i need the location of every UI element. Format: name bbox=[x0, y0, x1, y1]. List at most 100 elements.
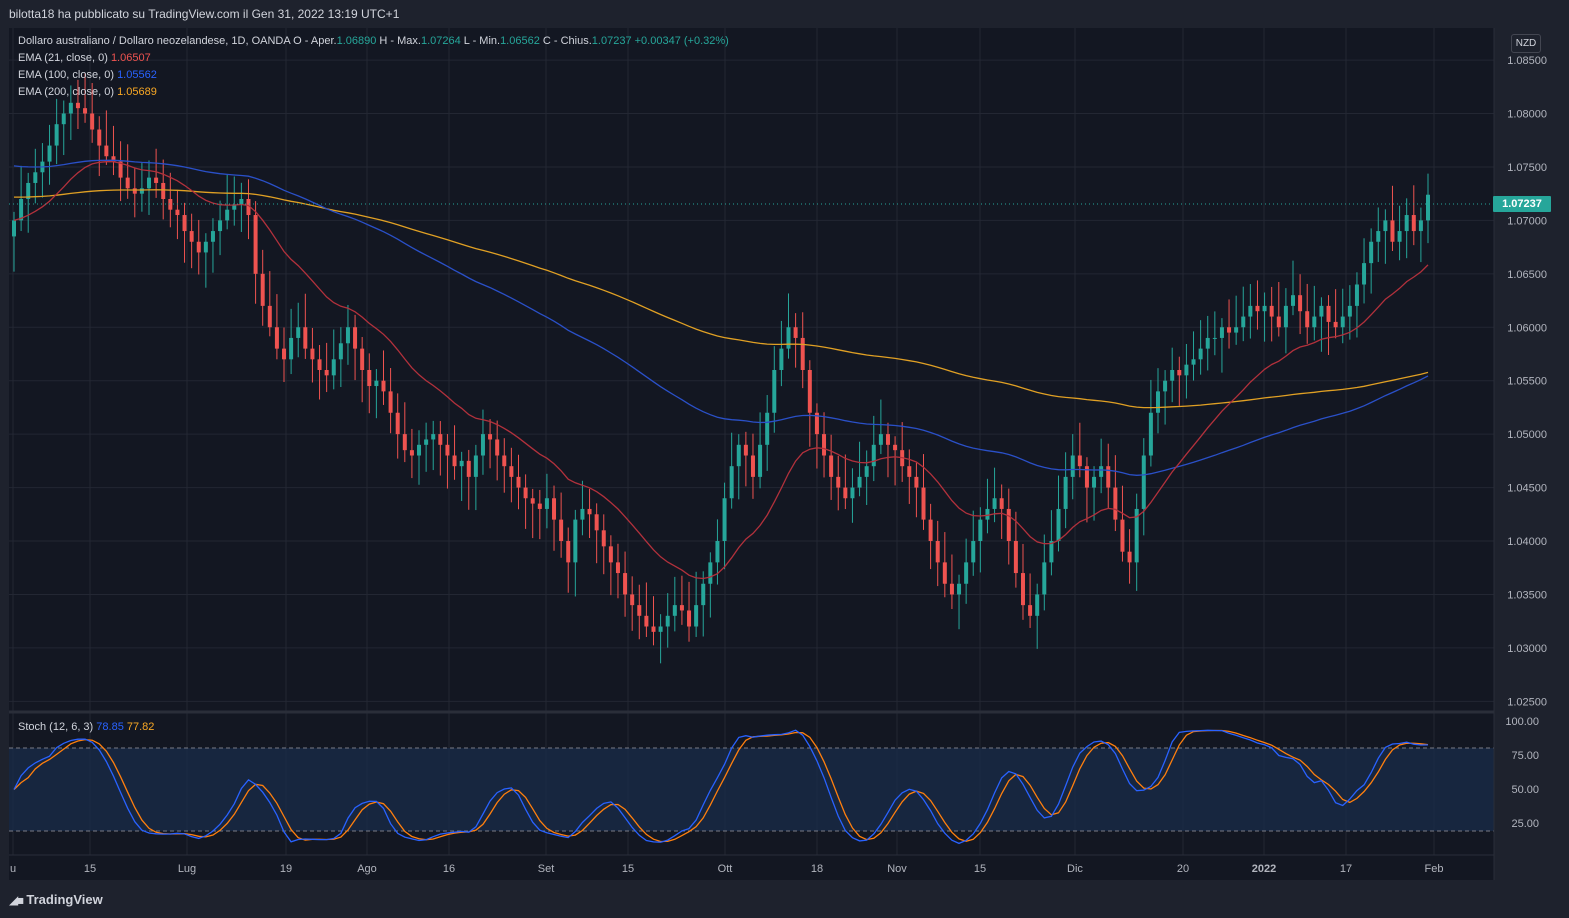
candle-body bbox=[459, 460, 464, 467]
candle-body bbox=[1212, 337, 1217, 339]
candle-body bbox=[1362, 263, 1367, 285]
candle-body bbox=[1042, 562, 1047, 595]
price-tick-label: 1.03000 bbox=[1507, 643, 1547, 655]
candle-body bbox=[495, 439, 500, 456]
legend-ema100[interactable]: EMA (100, close, 0) 1.05562 bbox=[18, 69, 157, 81]
candle-body bbox=[203, 241, 208, 253]
ema21-line bbox=[13, 161, 1429, 580]
candle-body bbox=[424, 439, 429, 445]
ema200-label: EMA (200, close, 0) bbox=[18, 86, 114, 98]
price-tick-label: 1.02500 bbox=[1507, 696, 1547, 708]
low-value: 1.06562 bbox=[500, 35, 540, 47]
candle-body bbox=[189, 231, 194, 242]
time-tick-label: Set bbox=[538, 863, 555, 875]
time-tick-label: 20 bbox=[1177, 863, 1189, 875]
candle-body bbox=[544, 498, 549, 509]
publish-text: bilotta18 ha pubblicato su TradingView.c… bbox=[9, 7, 400, 21]
stoch-tick-label: 25.00 bbox=[1511, 818, 1539, 830]
candle-body bbox=[154, 177, 159, 183]
candle-body bbox=[1084, 466, 1089, 488]
candle-body bbox=[182, 215, 187, 232]
candle-body bbox=[1077, 455, 1082, 467]
price-tick-label: 1.03500 bbox=[1507, 589, 1547, 601]
candle-body bbox=[260, 273, 265, 306]
candle-body bbox=[218, 220, 223, 232]
candle-body bbox=[1184, 364, 1189, 376]
candle-body bbox=[331, 359, 336, 376]
candle-body bbox=[1390, 220, 1395, 242]
candle-body bbox=[594, 514, 599, 531]
candle-body bbox=[274, 327, 279, 349]
candle-body bbox=[516, 476, 521, 488]
candle-body bbox=[907, 466, 912, 477]
candle-body bbox=[196, 241, 201, 253]
candle-body bbox=[83, 108, 88, 114]
change-value: +0.00347 (+0.32%) bbox=[634, 35, 729, 47]
close-value: 1.07237 bbox=[591, 35, 632, 47]
candle-body bbox=[829, 455, 834, 477]
stoch-d-value: 77.82 bbox=[126, 721, 155, 733]
candle-body bbox=[1255, 305, 1260, 312]
candle-body bbox=[402, 434, 407, 451]
candle-body bbox=[694, 605, 699, 627]
price-tick-label: 1.07500 bbox=[1507, 162, 1547, 174]
candle-body bbox=[1418, 220, 1423, 232]
candle-body bbox=[310, 348, 315, 360]
candle-body bbox=[978, 519, 983, 541]
candle-body bbox=[1163, 380, 1168, 392]
candle-body bbox=[1397, 231, 1402, 242]
time-tick-label: Feb bbox=[1425, 863, 1444, 875]
candle-body bbox=[786, 327, 791, 349]
legend-stoch[interactable]: Stoch (12, 6, 3) 78.85 77.82 bbox=[18, 721, 154, 733]
candle-body bbox=[1056, 508, 1061, 541]
stoch-k-line bbox=[13, 729, 1429, 845]
candle-body bbox=[580, 508, 585, 520]
candle-body bbox=[374, 380, 379, 387]
brand-label: TradingView bbox=[26, 892, 103, 907]
candle-body bbox=[921, 487, 926, 520]
symbol-label: Dollaro australiano / Dollaro neozelande… bbox=[18, 35, 291, 47]
candle-body bbox=[708, 562, 713, 584]
candle-body bbox=[779, 348, 784, 370]
candle-body bbox=[388, 391, 393, 413]
candle-body bbox=[1134, 508, 1139, 563]
candle-body bbox=[509, 466, 514, 477]
candle-body bbox=[1411, 215, 1416, 232]
candle-body bbox=[942, 562, 947, 584]
tradingview-logo[interactable]: ◢▪ TradingView bbox=[9, 888, 103, 912]
candle-body bbox=[864, 466, 869, 477]
time-tick-label: 17 bbox=[1340, 863, 1352, 875]
price-axis[interactable]: 1.08500 1.08000 1.07500 1.07000 1.06500 1.060… bbox=[1507, 55, 1547, 708]
legend-ema200[interactable]: EMA (200, close, 0) 1.05689 bbox=[18, 86, 157, 98]
candle-body bbox=[736, 444, 741, 467]
candle-body bbox=[672, 605, 677, 616]
candle-body bbox=[1326, 305, 1331, 322]
candle-body bbox=[615, 562, 620, 574]
candles bbox=[12, 73, 1430, 664]
stoch-axis[interactable]: 100.00 75.00 50.00 25.00 bbox=[1505, 716, 1539, 830]
stoch-d-line bbox=[13, 729, 1429, 843]
candle-body bbox=[914, 476, 919, 488]
candle-body bbox=[1404, 215, 1409, 232]
candle-body bbox=[658, 626, 663, 632]
candle-body bbox=[800, 337, 805, 370]
candle-body bbox=[232, 204, 237, 210]
candle-body bbox=[68, 102, 73, 114]
price-tick-label: 1.04500 bbox=[1507, 483, 1547, 495]
candle-body bbox=[566, 541, 571, 563]
candle-body bbox=[1319, 305, 1324, 317]
candle-body bbox=[132, 188, 137, 194]
time-axis[interactable]: u 15 Lug 19 Ago 16 Set 15 Ott 18 Nov 15 Dic 20 2022 17 F… bbox=[10, 863, 1444, 875]
currency-button[interactable]: NZD bbox=[1511, 34, 1541, 53]
candle-body bbox=[651, 626, 656, 632]
time-tick-label: Ott bbox=[718, 863, 733, 875]
legend-ema21[interactable]: EMA (21, close, 0) 1.06507 bbox=[18, 52, 151, 64]
candle-body bbox=[480, 434, 485, 456]
time-tick-label: 18 bbox=[811, 863, 823, 875]
time-tick-label: 2022 bbox=[1252, 863, 1276, 875]
candle-body bbox=[1376, 231, 1381, 242]
ema200-value: 1.05689 bbox=[117, 86, 157, 98]
candle-body bbox=[303, 327, 308, 349]
candle-body bbox=[814, 412, 819, 435]
